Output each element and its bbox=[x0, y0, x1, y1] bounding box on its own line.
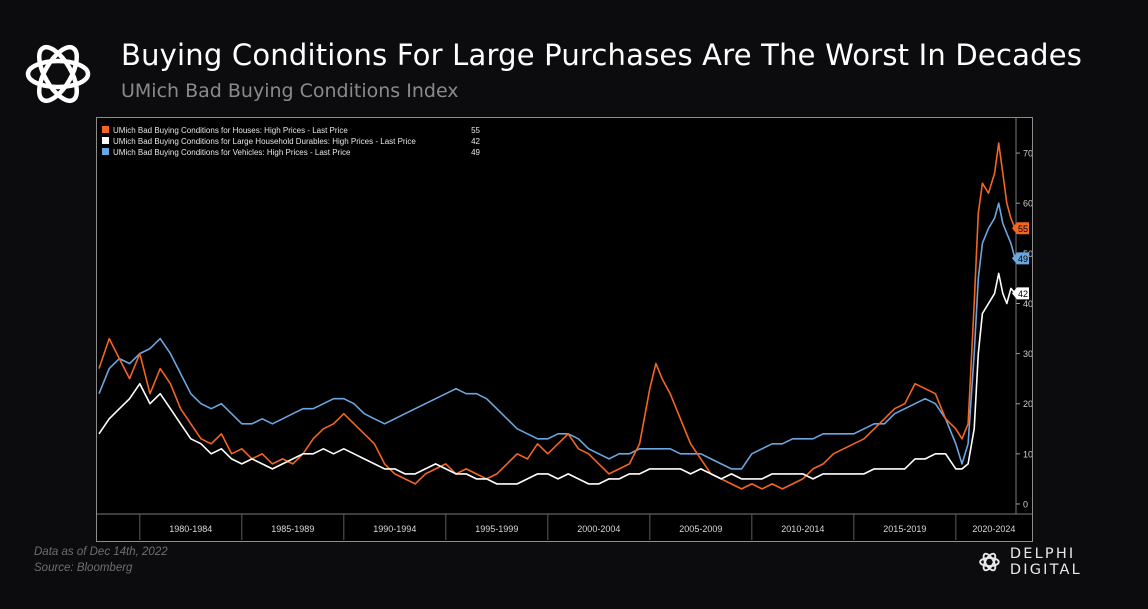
last-value-label: 42 bbox=[1018, 289, 1028, 299]
last-value-label: 55 bbox=[1018, 224, 1028, 234]
legend-swatch bbox=[102, 137, 109, 144]
x-tick-label: 2010-2014 bbox=[781, 524, 824, 534]
y-tick-label: 70 bbox=[1023, 149, 1032, 159]
source-note: Source: Bloomberg bbox=[34, 562, 133, 574]
last-value-badge bbox=[1012, 287, 1029, 300]
x-tick-label: 1985-1989 bbox=[271, 524, 314, 534]
delphi-small-logo-icon bbox=[979, 552, 1000, 572]
legend-label: UMich Bad Buying Conditions for Vehicles… bbox=[113, 148, 351, 157]
data-as-of-note: Data as of Dec 14th, 2022 bbox=[34, 546, 168, 558]
y-tick-label: 0 bbox=[1023, 499, 1028, 509]
brand-name: DELPHI DIGITAL bbox=[1009, 546, 1082, 578]
x-tick-label: 2005-2009 bbox=[679, 524, 722, 534]
page-subtitle: UMich Bad Buying Conditions Index bbox=[121, 80, 459, 102]
x-tick-label: 1980-1984 bbox=[169, 524, 212, 534]
x-tick-label: 1990-1994 bbox=[373, 524, 416, 534]
x-tick-label: 2000-2004 bbox=[577, 524, 620, 534]
legend-box bbox=[100, 122, 486, 159]
y-tick-label: 60 bbox=[1023, 199, 1032, 209]
y-tick-label: 30 bbox=[1023, 349, 1032, 359]
legend-swatch bbox=[102, 148, 109, 155]
legend-value: 49 bbox=[471, 148, 480, 157]
last-value-badge bbox=[1012, 222, 1029, 235]
y-tick-label: 20 bbox=[1023, 399, 1032, 409]
y-tick-label: 10 bbox=[1023, 449, 1032, 459]
series-line-1 bbox=[98, 272, 1016, 485]
x-tick-label: 2015-2019 bbox=[883, 524, 926, 534]
chart-panel: 0102030405060701980-19841985-19891990-19… bbox=[96, 117, 1033, 542]
legend-value: 42 bbox=[471, 137, 480, 146]
delphi-logo-icon bbox=[25, 44, 91, 104]
last-value-label: 49 bbox=[1018, 254, 1028, 264]
series-line-0 bbox=[98, 142, 1016, 490]
last-value-badge bbox=[1012, 252, 1029, 265]
legend-swatch bbox=[102, 126, 109, 133]
x-tick-label: 2020-2024 bbox=[972, 524, 1015, 534]
brand-footer: DELPHI DIGITAL bbox=[977, 546, 1148, 578]
series-line-2 bbox=[98, 202, 1016, 470]
line-chart: 0102030405060701980-19841985-19891990-19… bbox=[97, 118, 1032, 540]
legend-label: UMich Bad Buying Conditions for Large Ho… bbox=[113, 137, 416, 146]
legend-value: 55 bbox=[471, 126, 480, 135]
x-tick-label: 1995-1999 bbox=[475, 524, 518, 534]
y-tick-label: 40 bbox=[1023, 299, 1032, 309]
legend-label: UMich Bad Buying Conditions for Houses: … bbox=[113, 126, 348, 135]
page-title: Buying Conditions For Large Purchases Ar… bbox=[121, 38, 1083, 72]
